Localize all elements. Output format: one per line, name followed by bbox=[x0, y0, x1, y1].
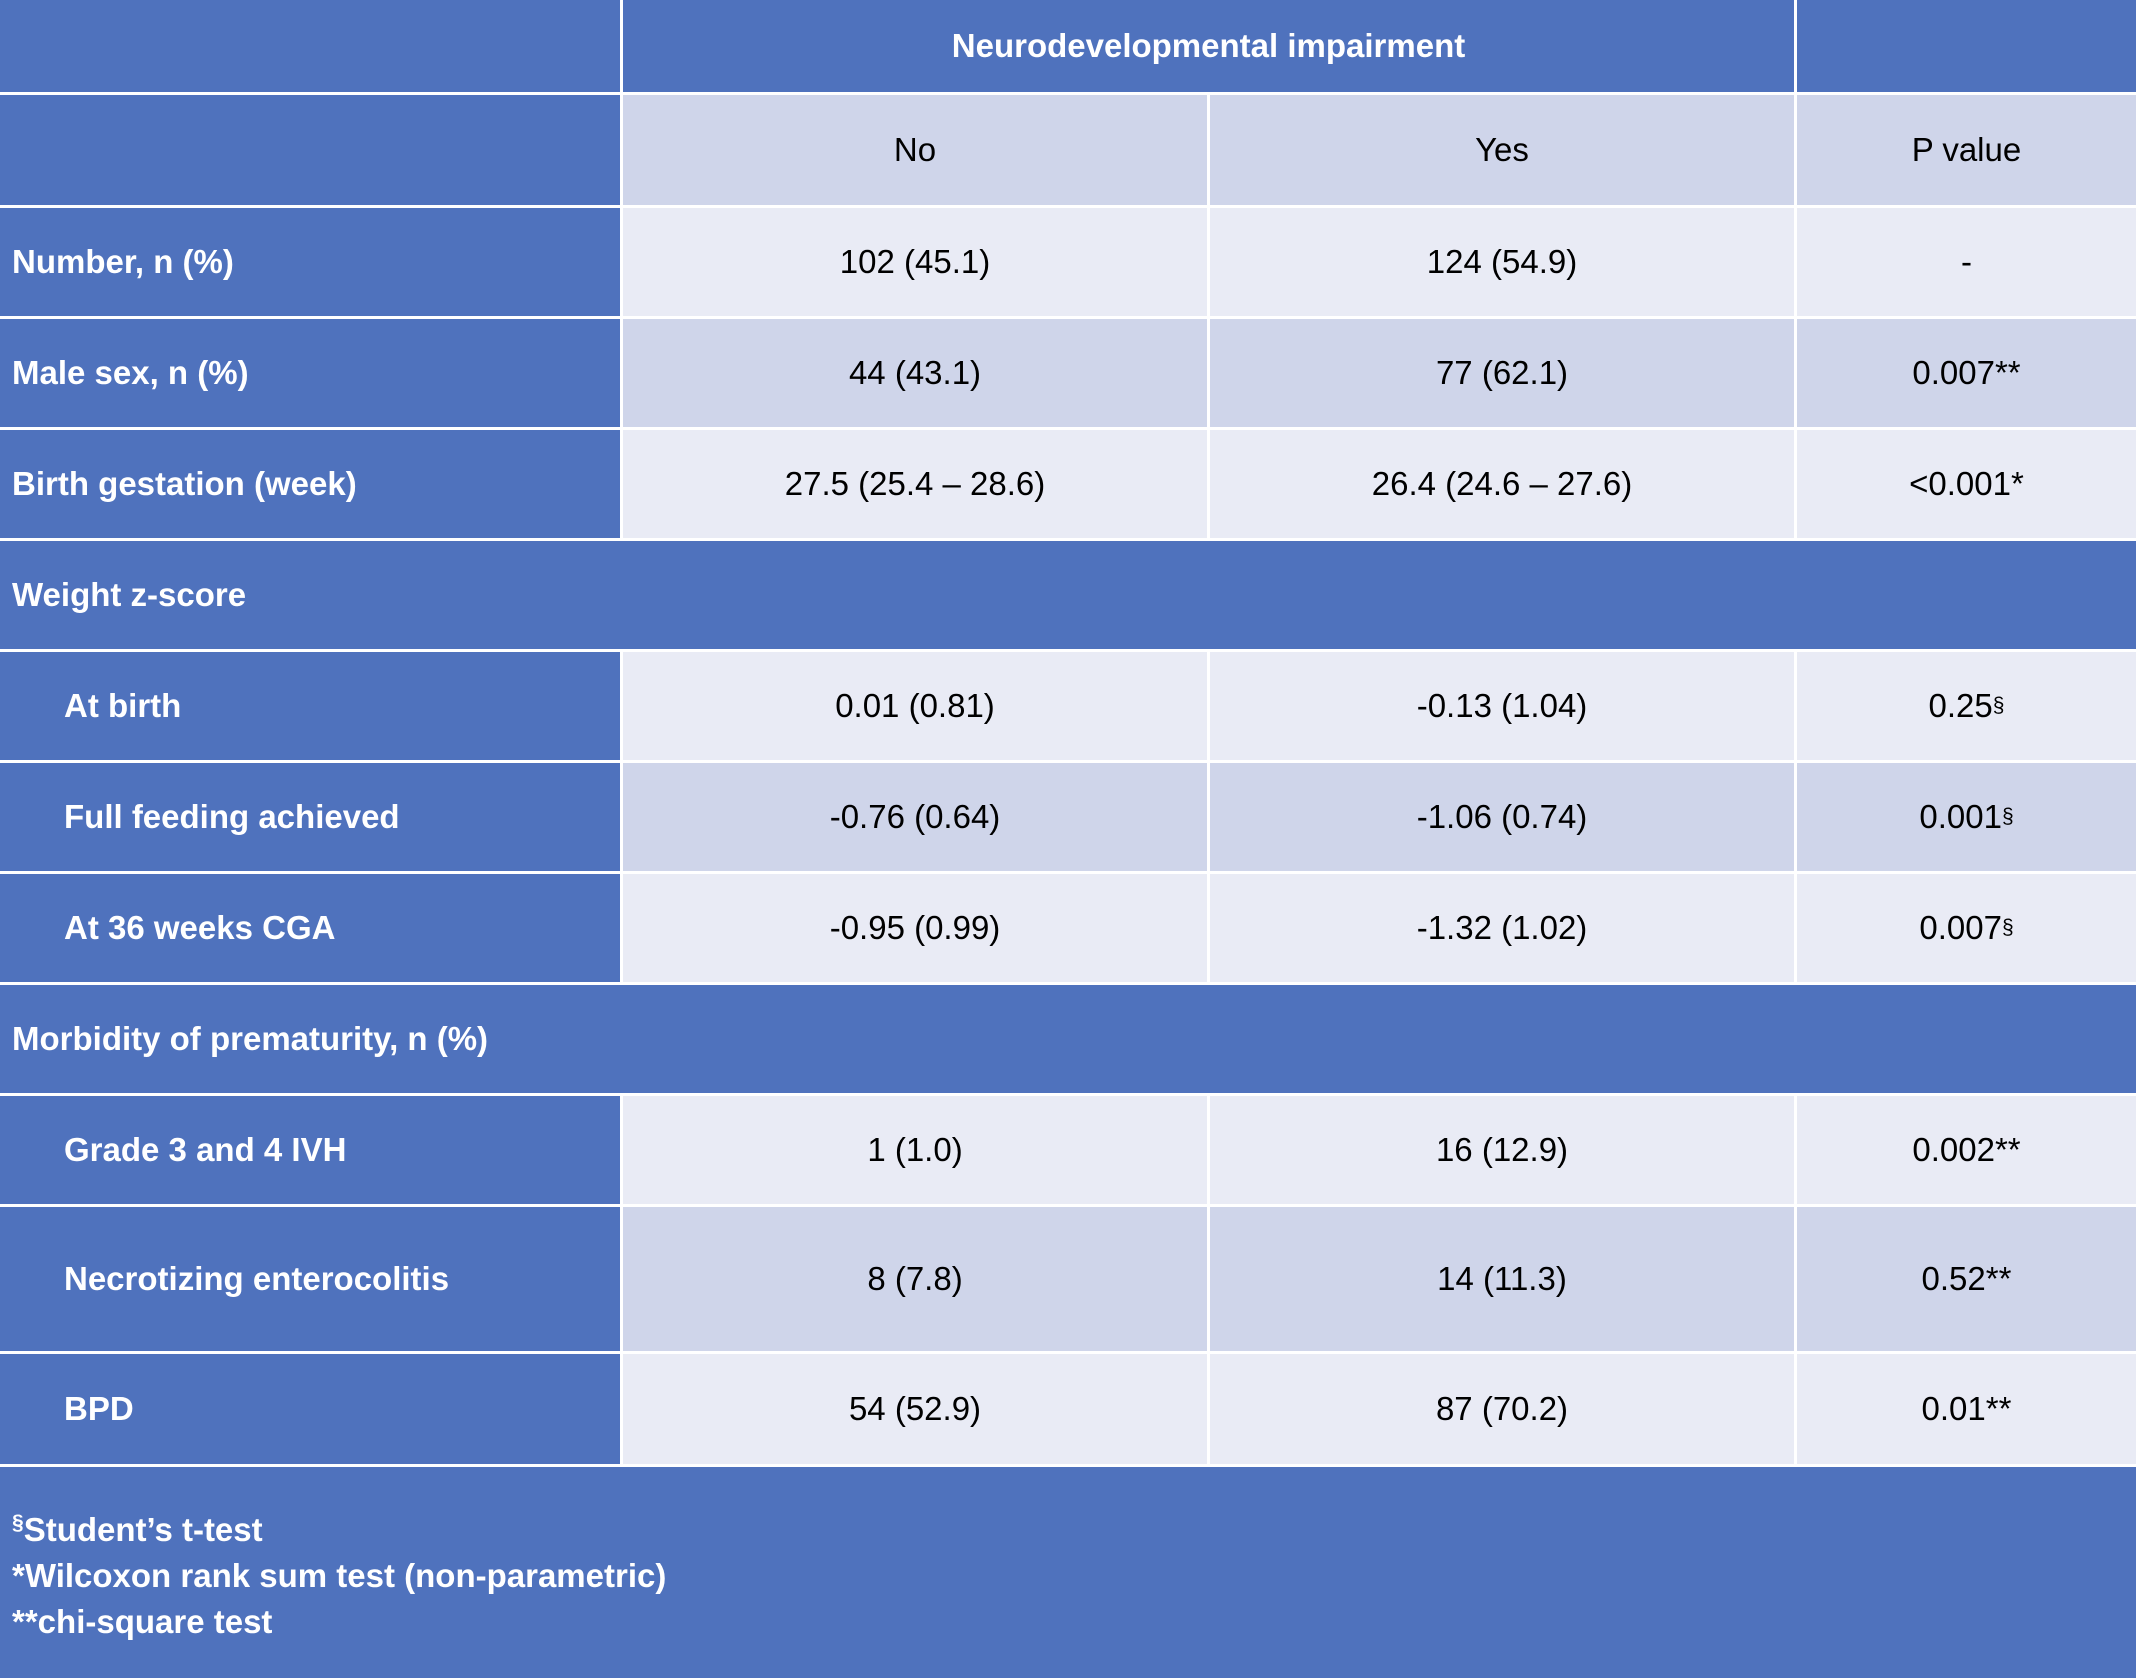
column-header-row: No Yes P value bbox=[0, 95, 2136, 205]
cell-yes: 16 (12.9) bbox=[1210, 1096, 1794, 1204]
row-label: Male sex, n (%) bbox=[0, 319, 620, 427]
footnote-wilcoxon: *Wilcoxon rank sum test (non-parametric) bbox=[12, 1553, 2136, 1599]
row-label: Full feeding achieved bbox=[0, 763, 620, 871]
cell-p-value: <0.001* bbox=[1797, 430, 2136, 538]
p-value-text: 0.002** bbox=[1912, 1131, 2021, 1168]
section-label: Weight z-score bbox=[0, 541, 2136, 649]
p-value-text: 0.25 bbox=[1928, 687, 1993, 724]
table-row: Full feeding achieved -0.76 (0.64) -1.06… bbox=[0, 763, 2136, 871]
table-row: Necrotizing enterocolitis 8 (7.8) 14 (11… bbox=[0, 1207, 2136, 1351]
cell-yes: -0.13 (1.04) bbox=[1210, 652, 1794, 760]
p-value-text: 0.007 bbox=[1919, 909, 2002, 946]
cell-yes: 77 (62.1) bbox=[1210, 319, 1794, 427]
table-row: Male sex, n (%) 44 (43.1) 77 (62.1) 0.00… bbox=[0, 319, 2136, 427]
group-header-row: Neurodevelopmental impairment bbox=[0, 0, 2136, 92]
footnote-text: Student’s t-test bbox=[23, 1511, 263, 1548]
cell-no: 27.5 (25.4 – 28.6) bbox=[623, 430, 1207, 538]
group-header: Neurodevelopmental impairment bbox=[623, 0, 1794, 92]
row-label: At birth bbox=[0, 652, 620, 760]
section-row-morbidity: Morbidity of prematurity, n (%) bbox=[0, 985, 2136, 1093]
column-header-p-value: P value bbox=[1797, 95, 2136, 205]
cell-p-value: 0.001 § bbox=[1797, 763, 2136, 871]
column-header-no: No bbox=[623, 95, 1207, 205]
column-header-yes: Yes bbox=[1210, 95, 1794, 205]
cell-no: 102 (45.1) bbox=[623, 208, 1207, 316]
section-label: Morbidity of prematurity, n (%) bbox=[0, 985, 2136, 1093]
table-row: BPD 54 (52.9) 87 (70.2) 0.01** bbox=[0, 1354, 2136, 1464]
table-row: Birth gestation (week) 27.5 (25.4 – 28.6… bbox=[0, 430, 2136, 538]
p-value-text: <0.001* bbox=[1909, 465, 2024, 502]
cell-p-value: 0.007 § bbox=[1797, 874, 2136, 982]
p-value-text: 0.01** bbox=[1921, 1390, 2012, 1427]
footnote-mark: § bbox=[12, 1511, 24, 1534]
cell-p-value: 0.25 § bbox=[1797, 652, 2136, 760]
cell-no: 44 (43.1) bbox=[623, 319, 1207, 427]
table-row: Number, n (%) 102 (45.1) 124 (54.9) - bbox=[0, 208, 2136, 316]
cell-no: 0.01 (0.81) bbox=[623, 652, 1207, 760]
footnote-text: **chi-square test bbox=[12, 1603, 273, 1640]
cell-yes: 14 (11.3) bbox=[1210, 1207, 1794, 1351]
p-value-text: 0.001 bbox=[1919, 798, 2002, 835]
row-label: At 36 weeks CGA bbox=[0, 874, 620, 982]
row-label: Grade 3 and 4 IVH bbox=[0, 1096, 620, 1204]
footnote-t-test: §Student’s t-test bbox=[12, 1507, 2136, 1553]
footnote-chi-square: **chi-square test bbox=[12, 1599, 2136, 1645]
p-value-text: - bbox=[1961, 243, 1972, 280]
footnote-text: *Wilcoxon rank sum test (non-parametric) bbox=[12, 1557, 667, 1594]
table-row: Grade 3 and 4 IVH 1 (1.0) 16 (12.9) 0.00… bbox=[0, 1096, 2136, 1204]
row-label: Necrotizing enterocolitis bbox=[0, 1207, 620, 1351]
row-label: BPD bbox=[0, 1354, 620, 1464]
header-empty-cell bbox=[0, 0, 620, 92]
table-row: At birth 0.01 (0.81) -0.13 (1.04) 0.25 § bbox=[0, 652, 2136, 760]
cell-no: 54 (52.9) bbox=[623, 1354, 1207, 1464]
footnotes: §Student’s t-test *Wilcoxon rank sum tes… bbox=[0, 1467, 2136, 1678]
cell-p-value: 0.002** bbox=[1797, 1096, 2136, 1204]
cell-no: -0.95 (0.99) bbox=[623, 874, 1207, 982]
table-row: At 36 weeks CGA -0.95 (0.99) -1.32 (1.02… bbox=[0, 874, 2136, 982]
cell-yes: -1.06 (0.74) bbox=[1210, 763, 1794, 871]
cell-yes: 124 (54.9) bbox=[1210, 208, 1794, 316]
cell-p-value: 0.52** bbox=[1797, 1207, 2136, 1351]
p-value-text: 0.52** bbox=[1921, 1260, 2012, 1297]
cell-no: 1 (1.0) bbox=[623, 1096, 1207, 1204]
p-value-text: 0.007** bbox=[1912, 354, 2021, 391]
cell-p-value: 0.007** bbox=[1797, 319, 2136, 427]
cell-yes: 87 (70.2) bbox=[1210, 1354, 1794, 1464]
section-row-weight: Weight z-score bbox=[0, 541, 2136, 649]
cell-no: 8 (7.8) bbox=[623, 1207, 1207, 1351]
column-header-empty bbox=[0, 95, 620, 205]
row-label: Birth gestation (week) bbox=[0, 430, 620, 538]
cell-p-value: 0.01** bbox=[1797, 1354, 2136, 1464]
cell-yes: 26.4 (24.6 – 27.6) bbox=[1210, 430, 1794, 538]
cell-yes: -1.32 (1.02) bbox=[1210, 874, 1794, 982]
header-empty-cell-right bbox=[1797, 0, 2136, 92]
cell-no: -0.76 (0.64) bbox=[623, 763, 1207, 871]
row-label: Number, n (%) bbox=[0, 208, 620, 316]
cell-p-value: - bbox=[1797, 208, 2136, 316]
